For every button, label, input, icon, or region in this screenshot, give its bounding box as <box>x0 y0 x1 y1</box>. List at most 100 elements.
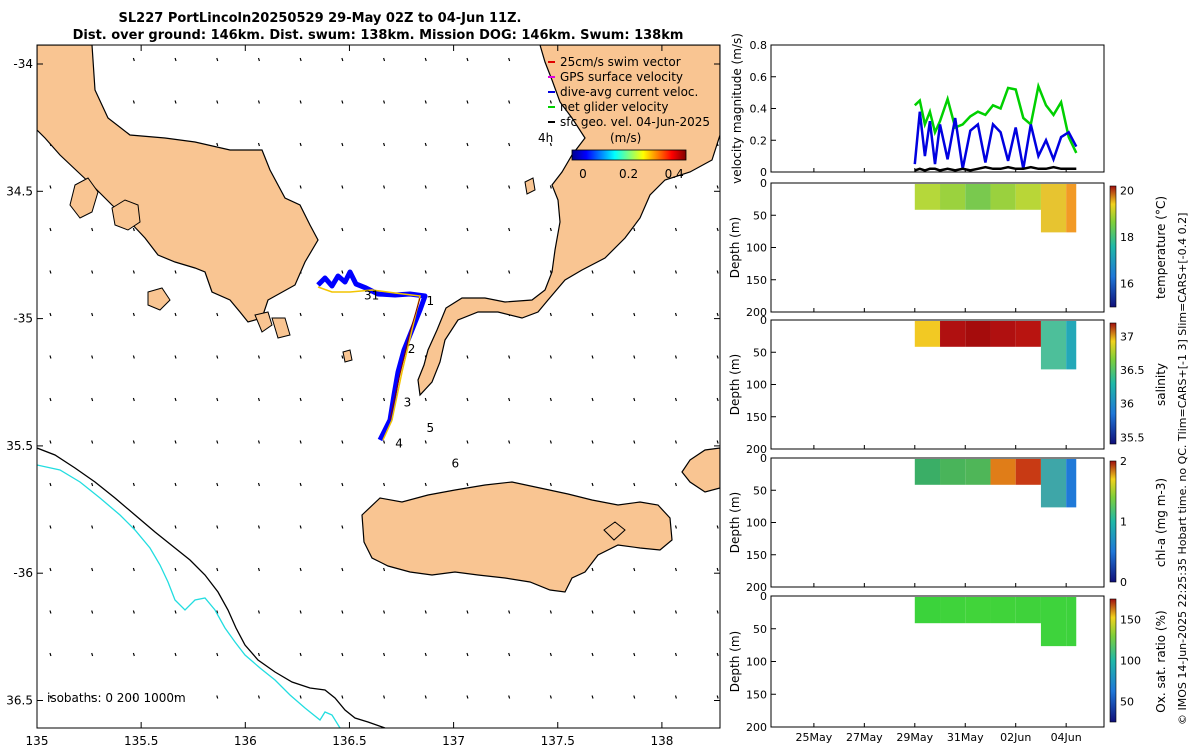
legend-label: 25cm/s swim vector <box>560 55 681 69</box>
vector-arrow <box>716 652 719 657</box>
vector-arrow <box>299 440 302 444</box>
salinity-data-cell <box>965 321 991 347</box>
temperature-data-cell <box>1015 184 1041 210</box>
colorbar-time-label: 4h <box>538 131 553 145</box>
vector-arrow <box>257 482 260 487</box>
vector-arrow <box>132 312 135 317</box>
vector-arrow <box>299 652 302 657</box>
vector-arrow <box>174 57 177 62</box>
vector-arrow <box>49 440 52 444</box>
vector-arrow <box>91 270 94 274</box>
vector-arrow <box>257 695 260 699</box>
salinity-cb-tick-label: 36 <box>1120 398 1134 411</box>
vector-arrow <box>91 482 94 487</box>
velocity-ytick-label: 0.2 <box>750 134 768 147</box>
vector-arrow <box>216 355 219 359</box>
vector-arrow <box>674 567 677 572</box>
vector-arrow <box>174 355 177 359</box>
lon-tick-label: 137 <box>442 734 465 748</box>
vector-arrow <box>383 57 386 62</box>
salinity-ytick-label: 50 <box>753 346 767 359</box>
vector-arrow <box>674 440 677 444</box>
glider-track-highlight <box>317 286 421 441</box>
time-tick-label: 27May <box>846 731 883 744</box>
salinity-data-cell <box>914 321 941 347</box>
vector-arrow <box>91 397 94 402</box>
vector-arrow <box>257 100 260 104</box>
chla-panel: 0 50 100 150 200 Depth (m) 0 1 2 chl-a (mg m-3) <box>728 452 1168 594</box>
salinity-cb-label: salinity <box>1154 363 1168 406</box>
temperature-cb-label: temperature (°C) <box>1154 196 1168 299</box>
vector-arrow <box>549 100 552 104</box>
temperature-ytick-label: 0 <box>760 177 767 190</box>
vector-arrow <box>257 397 260 402</box>
vector-arrow <box>716 695 719 699</box>
vector-arrow <box>633 567 636 572</box>
chla-cb-tick-label: 2 <box>1120 455 1127 468</box>
chla-ytick-label: 50 <box>753 484 767 497</box>
salinity-data-cell <box>1066 321 1077 370</box>
velocity-series-net-glider-velocity <box>913 81 1078 154</box>
vector-arrow <box>591 312 594 317</box>
salinity-ytick-label: 200 <box>746 443 767 456</box>
time-axis-labels: 25May 27May 29May 31May 02Jun 04Jun <box>796 731 1082 744</box>
oxsat-ylabel: Depth (m) <box>728 631 742 692</box>
vector-arrow <box>424 652 427 657</box>
time-tick-label: 04Jun <box>1051 731 1082 744</box>
vector-arrow <box>49 227 52 232</box>
salinity-ytick-label: 150 <box>746 411 767 424</box>
chla-colorbar <box>1109 460 1117 583</box>
vector-arrow <box>424 440 427 444</box>
vector-arrow <box>299 142 302 147</box>
vector-arrow <box>424 142 427 147</box>
chla-ytick-label: 0 <box>760 452 767 465</box>
vector-arrow <box>49 525 52 529</box>
vector-arrow <box>341 397 344 402</box>
vector-arrow <box>299 525 302 529</box>
chla-data-cell <box>1015 459 1041 485</box>
lat-tick-label: 36.5 <box>6 694 33 708</box>
vector-arrow <box>674 482 677 487</box>
salinity-data-cell <box>1040 321 1067 370</box>
time-tick-label: 02Jun <box>1000 731 1031 744</box>
vector-arrow <box>174 652 177 657</box>
land-yorke-peninsula <box>417 45 720 397</box>
vector-arrow <box>674 695 677 699</box>
vector-arrow <box>341 525 344 529</box>
vector-arrow <box>508 185 511 189</box>
time-tick-label: 25May <box>796 731 833 744</box>
oxsat-cb-tick-label: 150 <box>1120 614 1141 627</box>
temperature-colorbar <box>1109 185 1117 308</box>
vector-arrow <box>174 270 177 274</box>
vector-arrow <box>341 100 344 104</box>
vector-arrow <box>424 185 427 189</box>
oxsat-data-cell <box>1040 597 1067 647</box>
chla-data-cell <box>965 459 991 485</box>
vector-arrow <box>299 695 302 699</box>
vector-arrow <box>591 567 594 572</box>
chla-ylabel: Depth (m) <box>728 492 742 553</box>
vector-arrow <box>466 355 469 359</box>
vector-arrow <box>299 312 302 317</box>
salinity-colorbar <box>1109 322 1117 445</box>
vector-arrow <box>216 567 219 572</box>
footer-credit: © IMOS 14-Jun-2025 22:25:35 Hobart time.… <box>1176 213 1189 725</box>
vector-arrow <box>216 397 219 402</box>
lon-tick-label: 137.5 <box>541 734 575 748</box>
vector-arrow <box>674 397 677 402</box>
vector-arrow <box>466 695 469 699</box>
vector-arrow <box>383 610 386 614</box>
vector-arrow <box>633 440 636 444</box>
glider-track-core <box>389 297 421 421</box>
vector-arrow <box>132 227 135 232</box>
lat-tick-label: 34.5 <box>6 184 33 198</box>
vector-arrow <box>49 355 52 359</box>
vector-arrow <box>716 227 719 232</box>
vector-arrow <box>132 57 135 62</box>
temperature-data-cell <box>965 184 991 210</box>
vector-arrow <box>466 482 469 487</box>
vector-arrow <box>674 610 677 614</box>
vector-arrow <box>508 57 511 62</box>
day-markers: 1 2 3 4 5 6 31 <box>364 289 459 471</box>
